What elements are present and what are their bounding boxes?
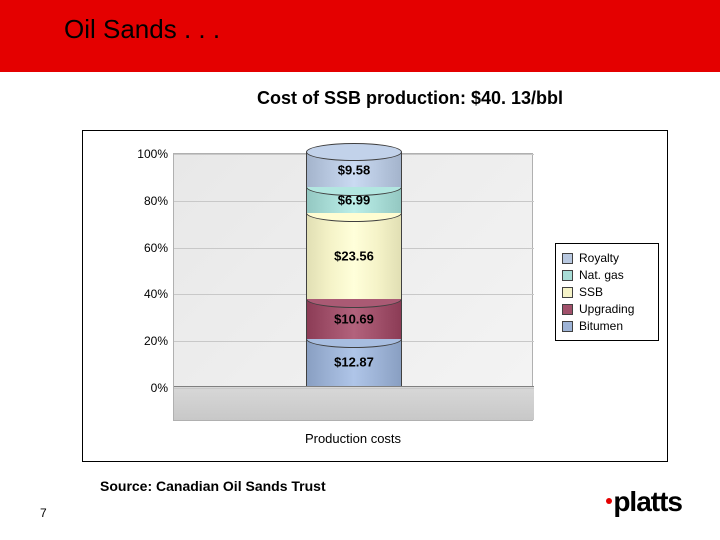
logo-text: platts: [613, 486, 682, 517]
y-tick-label: 60%: [128, 241, 168, 255]
segment-value-label: $6.99: [306, 193, 402, 208]
legend-label: Upgrading: [579, 302, 634, 316]
legend-swatch: [562, 270, 573, 281]
legend-label: Royalty: [579, 251, 619, 265]
x-axis-label: Production costs: [173, 431, 533, 446]
chart-plot-area: 0%20%40%60%80%100% $12.87$10.69$23.56$6.…: [173, 153, 533, 421]
y-tick-label: 100%: [128, 147, 168, 161]
legend-item: Bitumen: [562, 319, 652, 333]
legend-swatch: [562, 321, 573, 332]
page-number: 7: [40, 506, 47, 520]
legend-swatch: [562, 253, 573, 264]
y-tick-label: 40%: [128, 287, 168, 301]
cylinder-segment: $10.69: [306, 299, 402, 338]
segment-value-label: $10.69: [306, 312, 402, 327]
cylinder-segment: $12.87: [306, 339, 402, 386]
slide-subtitle: Cost of SSB production: $40. 13/bbl: [0, 88, 720, 109]
segment-value-label: $12.87: [306, 355, 402, 370]
segment-value-label: $9.58: [306, 162, 402, 177]
legend-item: Nat. gas: [562, 268, 652, 282]
legend-swatch: [562, 304, 573, 315]
legend-item: SSB: [562, 285, 652, 299]
slide-title: Oil Sands . . .: [64, 14, 720, 45]
y-tick-label: 0%: [128, 381, 168, 395]
y-tick-label: 80%: [128, 194, 168, 208]
chart-legend: Royalty Nat. gas SSB Upgrading Bitumen: [555, 243, 659, 341]
grid-line: [174, 388, 534, 389]
logo-dot-icon: [606, 498, 612, 504]
y-tick-label: 20%: [128, 334, 168, 348]
chart-floor: [174, 386, 534, 420]
cylinder-segment: $6.99: [306, 187, 402, 213]
legend-label: Nat. gas: [579, 268, 624, 282]
source-note: Source: Canadian Oil Sands Trust: [100, 478, 326, 494]
legend-swatch: [562, 287, 573, 298]
legend-label: Bitumen: [579, 319, 623, 333]
cylinder-segment: $23.56: [306, 213, 402, 300]
cylinder-stack: $12.87 $10.69 $23.56 $6.99 $9.58: [306, 152, 402, 386]
legend-item: Upgrading: [562, 302, 652, 316]
platts-logo: platts: [606, 486, 682, 518]
legend-item: Royalty: [562, 251, 652, 265]
segment-value-label: $23.56: [306, 249, 402, 264]
chart-container: 0% 20% 40% 60% 80% 100% $12.87 $10.69 $23.56 $6.…: [82, 130, 668, 462]
legend-label: SSB: [579, 285, 603, 299]
title-bar: Oil Sands . . .: [0, 0, 720, 72]
cylinder-segment: $9.58: [306, 152, 402, 187]
